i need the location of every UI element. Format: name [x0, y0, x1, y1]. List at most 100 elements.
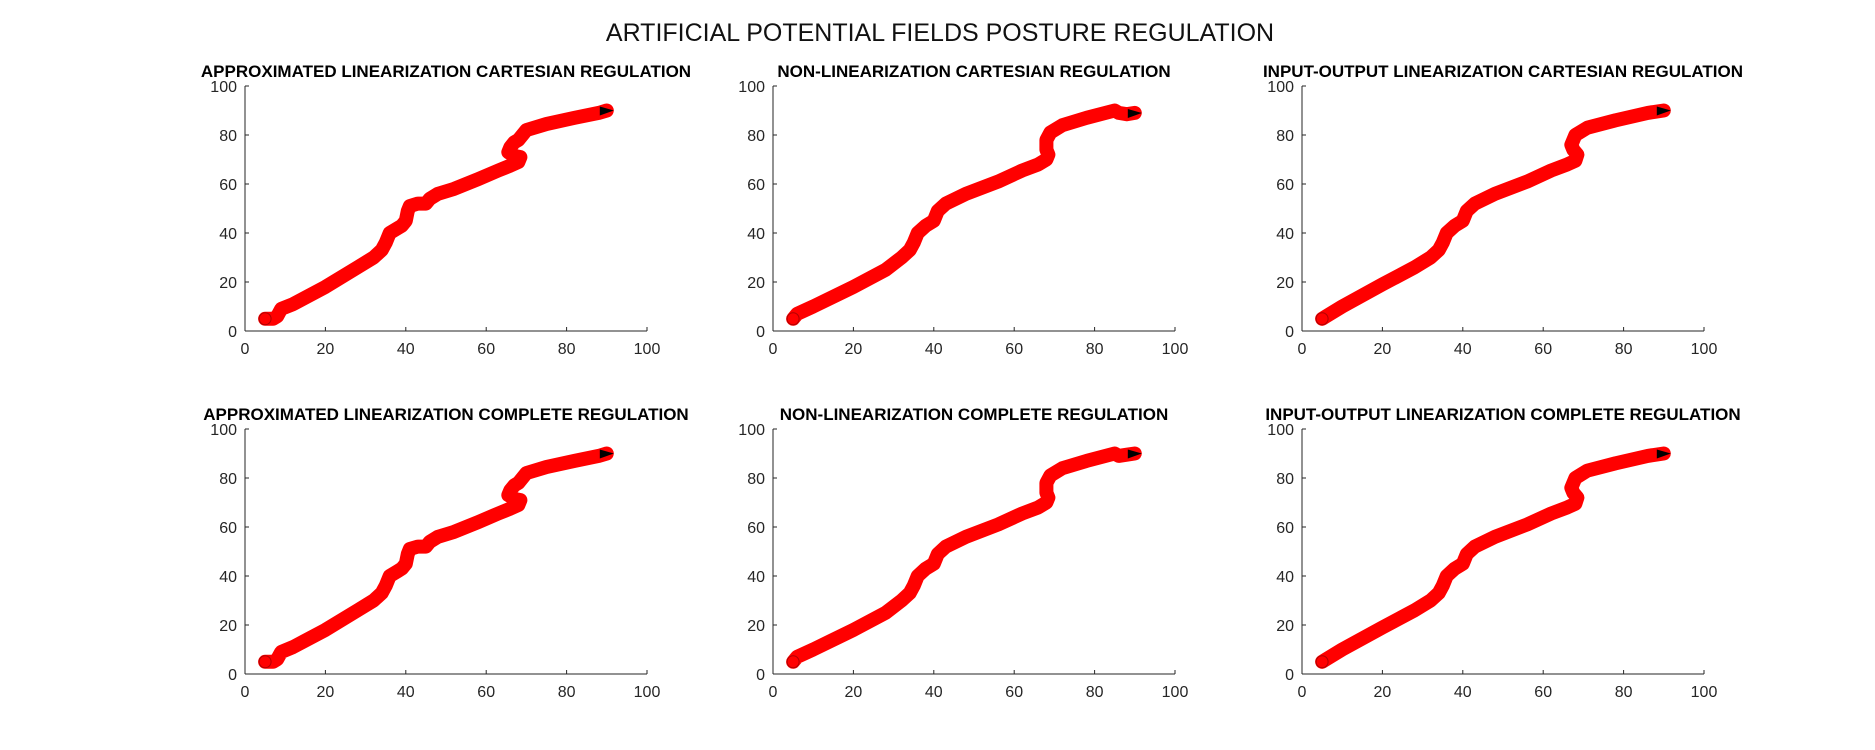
x-tick-label: 80 — [558, 684, 576, 701]
y-tick-label: 20 — [1276, 275, 1294, 292]
subplot-3: INPUT-OUTPUT LINEARIZATION CARTESIAN REG… — [1263, 62, 1743, 358]
subplot-title: INPUT-OUTPUT LINEARIZATION COMPLETE REGU… — [1265, 405, 1740, 424]
goal-pose-marker — [599, 449, 614, 459]
subplot-2: NON-LINEARIZATION CARTESIAN REGULATION 0 2… — [738, 62, 1188, 358]
x-tick-label: 0 — [241, 341, 250, 358]
x-tick-label: 80 — [1086, 341, 1104, 358]
y-tick-label: 40 — [1276, 226, 1294, 243]
x-tick-label: 40 — [397, 341, 415, 358]
y-tick-label: 100 — [1267, 79, 1294, 96]
subplot-1: APPROXIMATED LINEARIZATION CARTESIAN REG… — [201, 62, 691, 358]
x-tick-label: 20 — [1374, 341, 1392, 358]
subplot-grid: APPROXIMATED LINEARIZATION CARTESIAN REG… — [201, 62, 1743, 701]
x-tick-label: 20 — [845, 341, 863, 358]
y-tick-label: 0 — [756, 324, 765, 341]
x-tick-label: 0 — [241, 684, 250, 701]
y-tick-label: 100 — [738, 79, 765, 96]
goal-pose-marker — [599, 106, 614, 116]
y-tick-label: 40 — [747, 226, 765, 243]
x-tick-label: 20 — [317, 684, 335, 701]
y-tick-label: 80 — [1276, 471, 1294, 488]
x-tick-label: 100 — [1691, 684, 1718, 701]
x-tick-label: 100 — [634, 684, 661, 701]
x-tick-label: 100 — [1162, 684, 1189, 701]
y-tick-label: 20 — [219, 275, 237, 292]
goal-pose-marker — [1127, 449, 1142, 459]
subplot-title: APPROXIMATED LINEARIZATION CARTESIAN REG… — [201, 62, 691, 81]
y-tick-label: 80 — [219, 471, 237, 488]
trajectory-line — [786, 103, 1142, 326]
goal-pose-marker — [1656, 106, 1671, 116]
y-tick-label: 20 — [1276, 618, 1294, 635]
y-tick-label: 0 — [1285, 324, 1294, 341]
x-tick-label: 100 — [634, 341, 661, 358]
y-tick-label: 20 — [747, 618, 765, 635]
y-tick-label: 100 — [1267, 422, 1294, 439]
y-tick-label: 80 — [747, 128, 765, 145]
y-tick-label: 40 — [219, 569, 237, 586]
x-tick-label: 100 — [1162, 341, 1189, 358]
y-tick-label: 60 — [219, 520, 237, 537]
x-tick-label: 0 — [1298, 341, 1307, 358]
trajectory-start-marker — [786, 312, 800, 326]
y-tick-label: 40 — [1276, 569, 1294, 586]
x-tick-label: 40 — [925, 341, 943, 358]
y-tick-label: 20 — [747, 275, 765, 292]
y-tick-label: 0 — [756, 667, 765, 684]
x-tick-label: 40 — [1454, 684, 1472, 701]
trajectory-line — [786, 446, 1142, 669]
goal-pose-marker — [1656, 449, 1671, 459]
subplot-title: INPUT-OUTPUT LINEARIZATION CARTESIAN REG… — [1263, 62, 1743, 81]
subplot-title: APPROXIMATED LINEARIZATION COMPLETE REGU… — [203, 405, 688, 424]
y-tick-label: 100 — [738, 422, 765, 439]
x-tick-label: 60 — [1534, 341, 1552, 358]
trajectory-start-marker — [1315, 312, 1329, 326]
y-tick-label: 80 — [219, 128, 237, 145]
x-tick-label: 0 — [1298, 684, 1307, 701]
y-tick-label: 60 — [1276, 520, 1294, 537]
subplot-4: APPROXIMATED LINEARIZATION COMPLETE REGU… — [203, 405, 688, 701]
trajectory-start-marker — [258, 312, 272, 326]
y-tick-label: 0 — [228, 667, 237, 684]
y-tick-label: 60 — [747, 177, 765, 194]
x-tick-label: 20 — [1374, 684, 1392, 701]
x-tick-label: 0 — [769, 684, 778, 701]
subplot-5: NON-LINEARIZATION COMPLETE REGULATION 0 20… — [738, 405, 1188, 701]
trajectory-start-marker — [1315, 655, 1329, 669]
figure-title: ARTIFICIAL POTENTIAL FIELDS POSTURE REGU… — [606, 19, 1274, 47]
trajectory-start-marker — [258, 655, 272, 669]
x-tick-label: 60 — [477, 341, 495, 358]
trajectory-line — [1315, 103, 1671, 326]
x-tick-label: 100 — [1691, 341, 1718, 358]
y-tick-label: 80 — [1276, 128, 1294, 145]
x-tick-label: 80 — [1615, 341, 1633, 358]
x-tick-label: 80 — [1615, 684, 1633, 701]
x-tick-label: 60 — [477, 684, 495, 701]
trajectory-start-marker — [786, 655, 800, 669]
x-tick-label: 60 — [1534, 684, 1552, 701]
x-tick-label: 60 — [1005, 341, 1023, 358]
subplot-6: INPUT-OUTPUT LINEARIZATION COMPLETE REGU… — [1265, 405, 1740, 701]
x-tick-label: 0 — [769, 341, 778, 358]
x-tick-label: 80 — [558, 341, 576, 358]
x-tick-label: 40 — [397, 684, 415, 701]
trajectory-line — [258, 103, 614, 326]
x-tick-label: 20 — [845, 684, 863, 701]
x-tick-label: 60 — [1005, 684, 1023, 701]
y-tick-label: 40 — [219, 226, 237, 243]
y-tick-label: 80 — [747, 471, 765, 488]
x-tick-label: 40 — [925, 684, 943, 701]
subplot-title: NON-LINEARIZATION COMPLETE REGULATION — [780, 405, 1168, 424]
trajectory-line — [1315, 446, 1671, 669]
y-tick-label: 40 — [747, 569, 765, 586]
trajectory-line — [258, 446, 614, 669]
y-tick-label: 100 — [210, 422, 237, 439]
y-tick-label: 0 — [228, 324, 237, 341]
goal-pose-marker — [1127, 108, 1142, 118]
x-tick-label: 20 — [317, 341, 335, 358]
y-tick-label: 60 — [1276, 177, 1294, 194]
y-tick-label: 0 — [1285, 667, 1294, 684]
y-tick-label: 60 — [219, 177, 237, 194]
x-tick-label: 80 — [1086, 684, 1104, 701]
